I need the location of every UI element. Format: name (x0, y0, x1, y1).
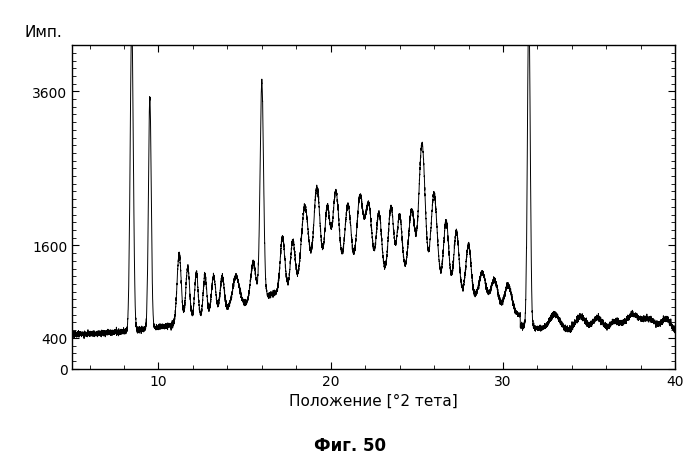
Text: Имп.: Имп. (24, 25, 62, 40)
Text: Фиг. 50: Фиг. 50 (313, 436, 386, 455)
X-axis label: Положение [°2 тета]: Положение [°2 тета] (289, 393, 458, 408)
